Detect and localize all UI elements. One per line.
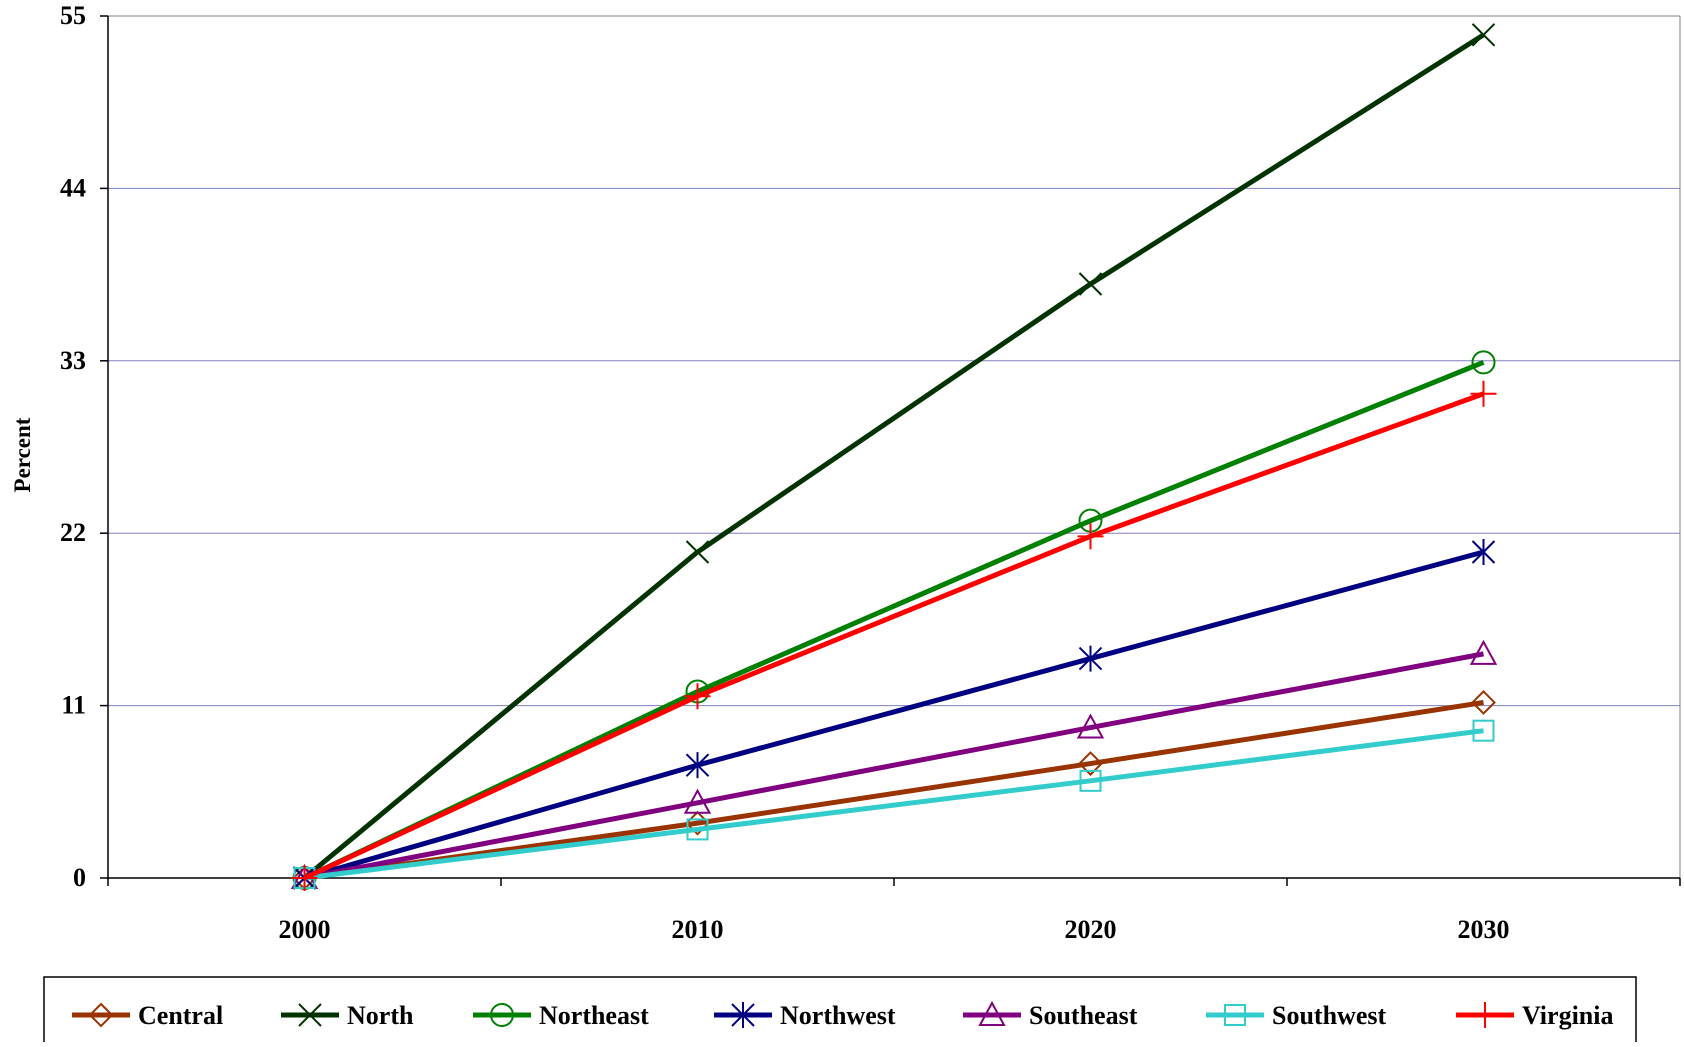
y-tick-label: 0 [73,863,86,892]
data-point-central [1471,690,1496,715]
legend-item-northwest: Northwest [714,1001,896,1030]
data-point-northwest [1078,645,1103,672]
data-point-virginia [684,683,711,710]
x-tick-label: 2020 [1065,915,1117,944]
legend-marker-southwest [1224,1004,1246,1026]
y-tick-label: 33 [60,346,86,375]
data-point-north [1471,23,1496,47]
data-point-southeast [1076,713,1105,739]
series-southeast [290,639,1498,889]
series-line-north [302,32,1485,880]
y-tick-label: 55 [60,1,86,30]
y-tick-label: 22 [60,518,86,547]
legend-item-southeast: Southeast [963,1000,1138,1030]
y-axis-label: Percent [10,417,35,492]
gridlines [108,15,1680,707]
series-line-southwest [304,728,1484,881]
legend-item-virginia: Virginia [1456,1001,1613,1030]
legend-marker-southeast [978,1000,1006,1026]
legend-marker-central [88,1002,114,1028]
data-point-northwest [685,752,710,779]
series-line-central [304,699,1484,881]
series-line-southeast [304,651,1484,881]
legend-item-northeast: Northeast [473,1001,649,1030]
series-northeast [292,350,1496,890]
axes: 0 11 22 33 44 55 2000 2010 2020 2030 [60,1,1681,944]
data-point-virginia [291,865,318,891]
legend-label-virginia: Virginia [1522,1001,1613,1030]
data-point-southwest [1079,769,1102,792]
legend-label-northwest: Northwest [780,1001,896,1030]
data-point-north [685,540,710,564]
data-point-southwest [686,818,709,841]
data-point-central [1078,751,1103,777]
legend-item-north: North [281,1001,414,1030]
legend-label-southwest: Southwest [1272,1001,1386,1030]
legend: Central North Northeast Northwest Southeast S… [43,976,1637,1046]
legend-marker-northeast [490,1003,514,1027]
legend-label-north: North [347,1001,414,1030]
data-point-northeast [1471,350,1496,375]
series-line-northeast [303,360,1485,881]
data-point-southeast [1469,639,1498,665]
data-point-virginia [1470,380,1497,407]
legend-marker-north [298,1003,322,1027]
series-northwest [292,539,1496,891]
legend-marker-virginia [1472,1002,1498,1028]
legend-box [43,976,1637,1046]
data-point-northwest [1471,539,1496,566]
y-tick-label: 44 [60,173,86,202]
data-point-north [1078,272,1103,296]
series-lines [290,23,1498,891]
legend-item-central: Central [72,1001,223,1030]
data-point-southwest [1472,719,1495,742]
x-tick-label: 2030 [1458,915,1510,944]
series-line-northwest [303,549,1485,881]
series-virginia [291,380,1497,891]
series-line-virginia [303,391,1485,881]
legend-label-northeast: Northeast [539,1001,649,1030]
x-tick-label: 2000 [279,915,331,944]
data-point-virginia [1077,523,1104,550]
x-tick-label: 2010 [672,915,724,944]
y-tick-label: 11 [61,691,86,720]
series-southwest [293,719,1495,889]
legend-marker-northwest [731,1002,755,1028]
legend-label-southeast: Southeast [1029,1001,1138,1030]
legend-item-southwest: Southwest [1206,1001,1386,1030]
data-point-southeast [683,788,712,814]
legend-label-central: Central [138,1001,223,1030]
